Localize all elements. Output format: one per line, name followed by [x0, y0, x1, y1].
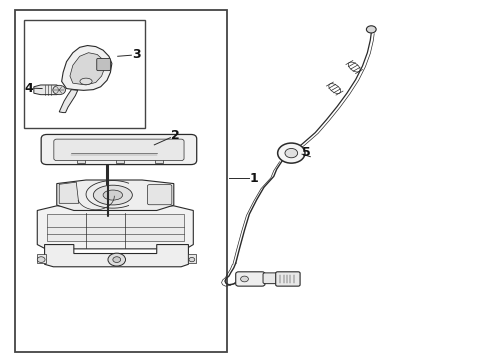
Polygon shape [61, 45, 112, 90]
Circle shape [285, 148, 297, 158]
Polygon shape [44, 244, 188, 267]
Bar [77, 158, 85, 163]
FancyBboxPatch shape [275, 272, 300, 286]
Text: 2: 2 [170, 129, 179, 142]
FancyBboxPatch shape [54, 139, 183, 161]
Circle shape [53, 85, 65, 95]
Polygon shape [57, 180, 173, 211]
Circle shape [240, 276, 248, 282]
Circle shape [277, 143, 305, 163]
FancyBboxPatch shape [147, 185, 171, 205]
Ellipse shape [103, 190, 122, 200]
FancyBboxPatch shape [263, 273, 277, 284]
Polygon shape [37, 253, 45, 263]
Text: 3: 3 [132, 48, 140, 61]
Bar [116, 158, 124, 163]
Polygon shape [34, 85, 59, 95]
Ellipse shape [93, 185, 132, 205]
Bar [155, 158, 163, 163]
Text: 1: 1 [249, 172, 258, 185]
Polygon shape [59, 90, 78, 113]
Polygon shape [70, 53, 104, 85]
Circle shape [108, 253, 125, 266]
Text: 4: 4 [24, 82, 33, 95]
Polygon shape [47, 214, 183, 241]
FancyBboxPatch shape [235, 272, 264, 286]
Ellipse shape [80, 78, 92, 85]
Circle shape [37, 257, 45, 262]
Polygon shape [59, 182, 79, 203]
FancyBboxPatch shape [41, 134, 196, 165]
Circle shape [366, 26, 375, 33]
Circle shape [188, 257, 194, 262]
Polygon shape [188, 253, 195, 263]
Polygon shape [37, 206, 193, 249]
Text: 5: 5 [302, 145, 310, 158]
Circle shape [113, 257, 121, 262]
FancyBboxPatch shape [97, 58, 110, 71]
